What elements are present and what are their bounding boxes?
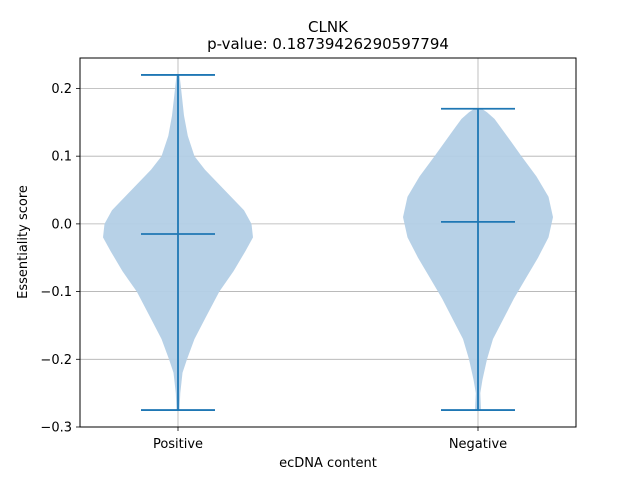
y-tick-label: −0.1: [40, 285, 72, 300]
x-axis-ticks: Positive Negative: [153, 427, 507, 452]
y-tick-label: 0.2: [51, 82, 72, 97]
violins: [103, 74, 553, 411]
y-tick-label: 0.1: [51, 150, 72, 165]
y-tick-label: −0.2: [40, 353, 72, 368]
plot-area-frame: [79, 57, 577, 428]
y-axis-ticks: −0.3 −0.2 −0.1 0.0 0.1 0.2: [40, 82, 80, 436]
x-tick-label: Positive: [153, 437, 203, 452]
y-axis-label: Essentiality score: [16, 185, 31, 299]
x-tick-label: Negative: [449, 437, 507, 452]
y-tick-label: 0.0: [51, 217, 72, 232]
x-axis-label: ecDNA content: [279, 456, 377, 471]
chart-title: CLNK: [308, 18, 349, 36]
chart-subtitle: p-value: 0.18739426290597794: [207, 35, 449, 53]
y-tick-label: −0.3: [40, 421, 72, 436]
